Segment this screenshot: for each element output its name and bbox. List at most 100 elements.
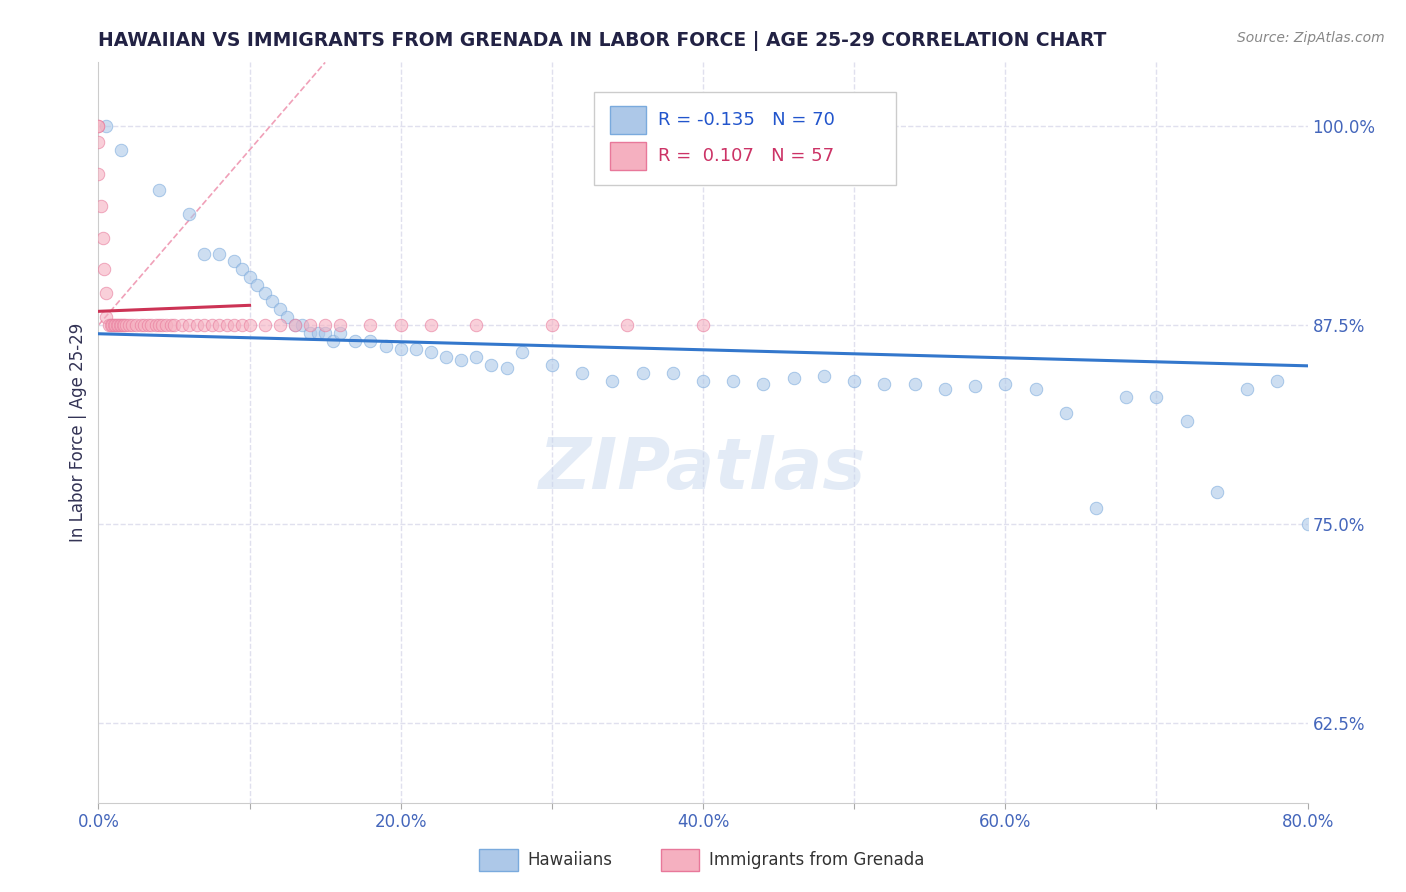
Text: HAWAIIAN VS IMMIGRANTS FROM GRENADA IN LABOR FORCE | AGE 25-29 CORRELATION CHART: HAWAIIAN VS IMMIGRANTS FROM GRENADA IN L… — [98, 30, 1107, 51]
Point — [103, 318, 125, 333]
Point — [118, 318, 141, 333]
Point — [322, 334, 344, 348]
Point — [93, 262, 115, 277]
Point — [208, 246, 231, 260]
FancyBboxPatch shape — [661, 848, 699, 871]
Point — [1296, 517, 1319, 532]
Point — [692, 374, 714, 388]
Point — [420, 318, 443, 333]
Point — [314, 318, 336, 333]
Point — [873, 377, 896, 392]
Point — [723, 374, 745, 388]
Point — [100, 318, 122, 333]
Point — [571, 366, 593, 380]
Point — [360, 318, 382, 333]
Point — [87, 119, 110, 133]
Point — [253, 318, 276, 333]
Point — [269, 318, 291, 333]
Point — [307, 326, 329, 340]
Point — [91, 230, 114, 244]
Point — [148, 318, 170, 333]
Point — [1144, 390, 1167, 404]
Point — [112, 318, 135, 333]
FancyBboxPatch shape — [610, 106, 647, 135]
Point — [193, 318, 215, 333]
Point — [107, 318, 129, 333]
Point — [239, 318, 262, 333]
Point — [104, 318, 127, 333]
Point — [420, 345, 443, 359]
Point — [510, 345, 533, 359]
Point — [994, 377, 1017, 392]
Point — [692, 318, 714, 333]
Point — [465, 318, 488, 333]
Point — [284, 318, 307, 333]
Point — [87, 167, 110, 181]
Point — [179, 318, 201, 333]
Point — [1115, 390, 1137, 404]
Point — [224, 254, 246, 268]
Point — [1267, 374, 1289, 388]
Point — [160, 318, 183, 333]
Point — [1236, 382, 1258, 396]
Point — [121, 318, 143, 333]
Point — [125, 318, 148, 333]
Text: R =  0.107   N = 57: R = 0.107 N = 57 — [658, 146, 834, 165]
Point — [360, 334, 382, 348]
Point — [94, 286, 117, 301]
Point — [540, 318, 562, 333]
Point — [389, 342, 412, 356]
Point — [329, 318, 352, 333]
Point — [495, 361, 517, 376]
Point — [344, 334, 367, 348]
Point — [231, 318, 253, 333]
Point — [94, 119, 117, 133]
Point — [262, 294, 284, 309]
Point — [108, 318, 131, 333]
Point — [1085, 501, 1108, 516]
Point — [148, 183, 170, 197]
Point — [631, 366, 654, 380]
Point — [114, 318, 136, 333]
Point — [186, 318, 208, 333]
Point — [239, 270, 262, 285]
Point — [269, 302, 291, 317]
Point — [291, 318, 314, 333]
Text: Immigrants from Grenada: Immigrants from Grenada — [709, 851, 924, 869]
Point — [141, 318, 163, 333]
Point — [231, 262, 253, 277]
Point — [299, 318, 322, 333]
Point — [136, 318, 159, 333]
Point — [434, 350, 457, 364]
Point — [215, 318, 238, 333]
Point — [374, 339, 396, 353]
Point — [299, 326, 322, 340]
Point — [87, 135, 110, 149]
Point — [201, 318, 224, 333]
Text: R = -0.135   N = 70: R = -0.135 N = 70 — [658, 112, 835, 129]
Point — [132, 318, 155, 333]
Point — [1327, 374, 1350, 388]
Point — [98, 318, 121, 333]
Point — [465, 350, 488, 364]
Point — [90, 199, 112, 213]
FancyBboxPatch shape — [479, 848, 517, 871]
Point — [602, 374, 624, 388]
FancyBboxPatch shape — [595, 92, 897, 185]
Text: Source: ZipAtlas.com: Source: ZipAtlas.com — [1237, 31, 1385, 45]
Point — [105, 318, 128, 333]
Text: Hawaiians: Hawaiians — [527, 851, 613, 869]
Point — [813, 369, 835, 384]
Point — [844, 374, 866, 388]
Point — [752, 377, 775, 392]
Point — [110, 318, 132, 333]
Point — [314, 326, 336, 340]
Point — [101, 318, 124, 333]
Point — [1024, 382, 1046, 396]
Point — [253, 286, 276, 301]
Point — [661, 366, 683, 380]
Point — [150, 318, 173, 333]
Point — [1054, 406, 1077, 420]
Point — [450, 353, 472, 368]
Point — [179, 207, 201, 221]
